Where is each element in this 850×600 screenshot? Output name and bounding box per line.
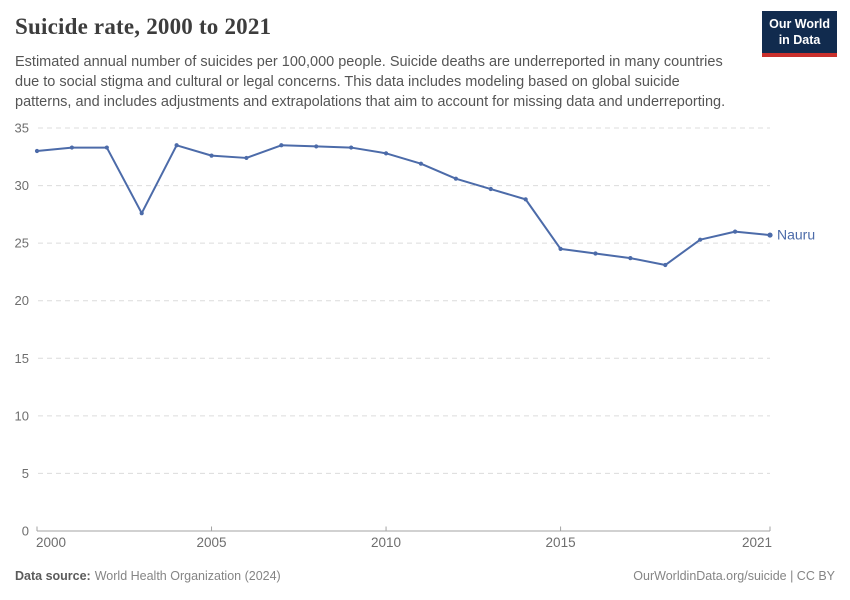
nauru-line-series[interactable]	[36, 144, 771, 267]
y-axis-label-30: 30	[15, 178, 29, 193]
data-point-2006	[244, 155, 249, 161]
logo-text-line2: in Data	[778, 33, 821, 47]
page-title: Suicide rate, 2000 to 2021	[15, 14, 272, 39]
data-source-value: World Health Organization (2024)	[94, 569, 281, 583]
x-axis-label-2005: 2005	[197, 535, 227, 550]
data-point-2009	[349, 145, 354, 150]
data-point-2019	[698, 237, 703, 242]
chart-footer: Data source: World Health Organization (2…	[15, 569, 835, 583]
data-point-2013	[488, 186, 493, 192]
x-axis-label-2000: 2000	[36, 535, 66, 550]
data-point-2002	[104, 145, 109, 150]
owid-logo: Our World in Data	[762, 11, 837, 57]
subtitle-line: patterns, and includes adjustments and e…	[15, 94, 726, 110]
data-point-2004	[174, 143, 179, 148]
data-point-2000	[34, 148, 40, 154]
data-point-2012	[453, 176, 458, 181]
data-point-2021	[767, 232, 773, 238]
data-point-2011	[418, 161, 424, 166]
data-source-note: Data source: World Health Organization (2…	[15, 569, 281, 583]
data-point-2014	[523, 197, 528, 202]
y-axis-label-25: 25	[15, 236, 29, 251]
x-axis-label-2010: 2010	[371, 535, 401, 550]
nauru-series-label[interactable]: Nauru	[777, 227, 815, 243]
data-point-2020	[732, 229, 738, 234]
data-point-2016	[593, 251, 598, 256]
data-point-2001	[69, 145, 75, 150]
data-point-2008	[314, 144, 319, 149]
subtitle-line: due to social stigma and cultural or leg…	[15, 74, 680, 90]
x-axis-label-2015: 2015	[546, 535, 576, 550]
chart-subtitle: Estimated annual number of suicides per …	[15, 52, 795, 112]
x-axis-label-2021: 2021	[742, 535, 772, 550]
logo-text-line1: Our World	[769, 17, 830, 31]
y-axis-label-0: 0	[22, 524, 29, 539]
data-point-2015	[558, 246, 563, 251]
data-point-2007	[279, 143, 284, 148]
credit-link[interactable]: OurWorldinData.org/suicide | CC BY	[633, 569, 835, 583]
y-axis-label-20: 20	[15, 293, 29, 308]
data-point-2003	[139, 211, 144, 216]
y-axis-label-35: 35	[15, 121, 29, 136]
y-axis-label-15: 15	[15, 351, 29, 366]
data-source-label: Data source:	[15, 569, 91, 583]
y-axis-label-5: 5	[22, 466, 29, 481]
y-axis-label-10: 10	[15, 408, 29, 423]
subtitle-line: Estimated annual number of suicides per …	[15, 54, 723, 70]
data-point-2010	[383, 151, 389, 156]
data-point-2018	[663, 262, 668, 268]
data-point-2017	[628, 256, 633, 261]
data-point-2005	[209, 153, 214, 158]
